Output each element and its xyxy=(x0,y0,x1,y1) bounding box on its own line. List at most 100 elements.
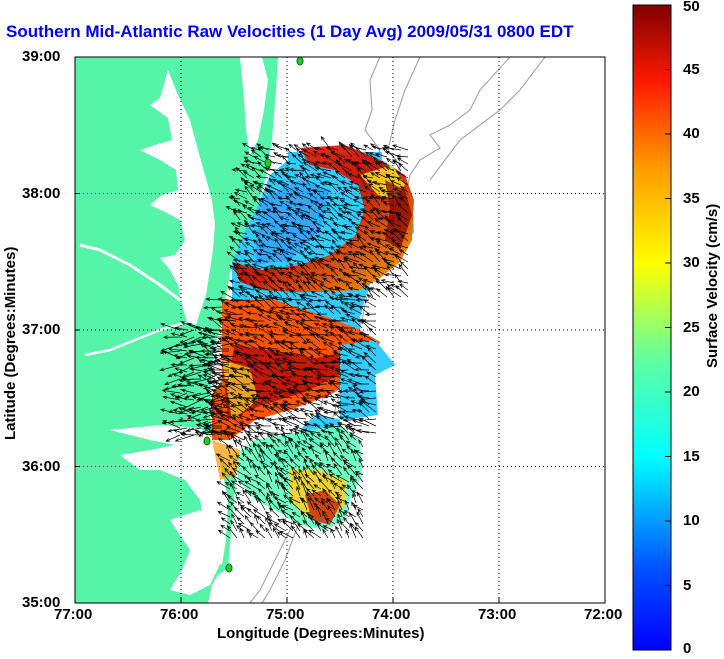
velocity-arrow xyxy=(307,251,325,256)
velocity-arrow xyxy=(334,170,346,179)
velocity-arrow xyxy=(289,458,301,469)
velocity-arrow xyxy=(342,206,360,214)
velocity-arrow xyxy=(291,416,307,427)
velocity-arrow xyxy=(288,351,307,357)
velocity-arrow xyxy=(300,263,311,277)
velocity-arrow xyxy=(231,168,248,172)
velocity-arrow xyxy=(314,409,328,420)
velocity-arrow xyxy=(235,525,245,532)
velocity-arrow xyxy=(255,530,266,539)
velocity-arrow xyxy=(306,491,315,504)
velocity-arrow xyxy=(280,485,294,497)
velocity-arrow xyxy=(358,263,374,270)
velocity-arrow xyxy=(263,268,276,277)
velocity-arrow xyxy=(360,319,377,329)
velocity-arrow xyxy=(368,152,381,158)
velocity-arrow xyxy=(221,490,231,504)
velocity-arrow xyxy=(321,475,336,483)
velocity-arrow xyxy=(357,508,364,518)
velocity-arrow xyxy=(352,382,370,386)
colorbar-tick-label: 25 xyxy=(683,318,700,336)
velocity-arrow xyxy=(327,430,336,441)
velocity-arrow xyxy=(358,401,370,413)
velocity-arrow xyxy=(257,346,272,357)
velocity-arrow xyxy=(188,363,202,368)
velocity-arrow xyxy=(216,317,237,322)
velocity-arrow xyxy=(319,196,332,201)
velocity-arrow xyxy=(244,317,258,322)
velocity-arrow xyxy=(343,415,356,420)
y-tick-label: 36:00 xyxy=(22,457,61,475)
velocity-arrow xyxy=(282,280,290,291)
velocity-arrow xyxy=(162,395,181,401)
velocity-arrow xyxy=(301,480,308,497)
velocity-arrow xyxy=(328,342,342,350)
velocity-arrow xyxy=(244,388,265,393)
velocity-arrow xyxy=(276,180,290,193)
velocity-arrow xyxy=(288,497,301,504)
velocity-arrow xyxy=(345,529,350,539)
velocity-arrow xyxy=(347,172,360,179)
velocity-arrow xyxy=(254,289,269,298)
velocity-arrow xyxy=(267,354,279,364)
velocity-arrow xyxy=(287,436,301,448)
velocity-arrow xyxy=(318,388,335,393)
velocity-arrow xyxy=(266,315,279,322)
velocity-arrow xyxy=(358,417,377,427)
velocity-arrow xyxy=(329,331,342,343)
velocity-arrow xyxy=(268,521,280,532)
velocity-arrow xyxy=(313,164,325,172)
velocity-arrow xyxy=(228,279,241,284)
velocity-arrow xyxy=(339,378,356,385)
velocity-arrow xyxy=(309,276,325,284)
velocity-arrow xyxy=(209,340,223,345)
velocity-arrow xyxy=(202,362,223,367)
velocity-arrow xyxy=(267,417,279,422)
velocity-arrow xyxy=(350,338,363,343)
velocity-arrow xyxy=(312,279,325,291)
velocity-arrow xyxy=(209,343,230,350)
velocity-arrow xyxy=(396,202,409,214)
velocity-arrow xyxy=(277,317,293,322)
velocity-arrow xyxy=(305,142,318,151)
velocity-arrow xyxy=(335,405,349,413)
velocity-arrow xyxy=(351,419,370,427)
velocity-arrow xyxy=(226,400,244,413)
velocity-arrow xyxy=(250,149,262,158)
velocity-arrow xyxy=(306,399,321,413)
velocity-arrow xyxy=(352,338,370,350)
velocity-arrow xyxy=(289,266,304,277)
velocity-arrow xyxy=(339,520,350,532)
velocity-arrow xyxy=(237,276,248,284)
velocity-arrow xyxy=(217,511,231,518)
velocity-arrow xyxy=(230,474,245,483)
velocity-arrow xyxy=(222,404,237,413)
velocity-arrow xyxy=(340,300,349,308)
velocity-arrow xyxy=(375,237,388,242)
velocity-arrow xyxy=(162,420,181,429)
velocity-arrow xyxy=(286,257,304,263)
velocity-arrow xyxy=(398,263,409,277)
velocity-arrow xyxy=(382,146,395,158)
velocity-arrow xyxy=(386,287,402,298)
velocity-arrow xyxy=(252,463,259,476)
velocity-arrow xyxy=(252,509,266,518)
velocity-arrow xyxy=(340,143,353,158)
velocity-arrow xyxy=(268,507,280,518)
velocity-arrow xyxy=(295,400,307,406)
velocity-arrow xyxy=(209,411,223,416)
velocity-arrow xyxy=(300,347,314,357)
velocity-arrow xyxy=(254,434,266,448)
velocity-arrow xyxy=(254,211,269,221)
velocity-arrow xyxy=(242,489,252,504)
velocity-arrow xyxy=(295,223,311,228)
velocity-arrow xyxy=(259,334,272,343)
velocity-arrow xyxy=(255,175,269,179)
velocity-arrow xyxy=(316,374,335,378)
velocity-arrow xyxy=(308,438,322,448)
velocity-arrow xyxy=(390,230,402,242)
velocity-arrow xyxy=(274,465,287,476)
velocity-arrow xyxy=(309,173,325,179)
velocity-arrow xyxy=(272,252,283,263)
